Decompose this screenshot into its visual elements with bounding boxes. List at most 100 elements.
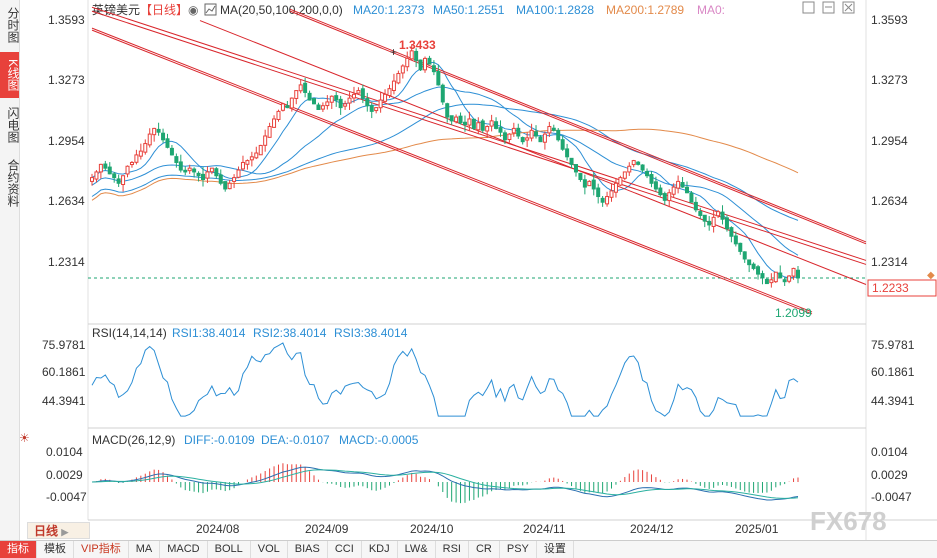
- candle-body: [787, 275, 792, 282]
- candle-body: [351, 93, 356, 99]
- candle-body: [671, 186, 676, 195]
- tab-vip-indicators[interactable]: VIP指标: [74, 541, 129, 558]
- macd-axis: 0.0104 0.0029 -0.0047 0.0104 0.0029 -0.0…: [46, 445, 912, 504]
- candle-body: [94, 171, 99, 180]
- close-icon[interactable]: [842, 1, 855, 14]
- indicator-kdj[interactable]: KDJ: [362, 541, 398, 558]
- candle-body: [254, 152, 259, 159]
- candle-body: [147, 133, 152, 146]
- candle-body: [578, 172, 583, 181]
- candle-body: [205, 171, 210, 179]
- tab-contract-info[interactable]: 合约资料: [6, 159, 20, 207]
- settings-button[interactable]: 设置: [537, 541, 574, 558]
- candle-body: [613, 182, 618, 193]
- channel-lower-line: [91, 27, 813, 313]
- candle-body: [516, 127, 521, 137]
- candle-body: [143, 143, 148, 153]
- time-label-5: 2025/01: [735, 522, 779, 536]
- indicator-vol[interactable]: VOL: [251, 541, 288, 558]
- macd-right-tick-2: -0.0047: [871, 490, 912, 504]
- indicator-macd[interactable]: MACD: [160, 541, 208, 558]
- candle-body: [174, 156, 179, 163]
- high-annotation: 1.3433: [399, 38, 436, 52]
- candle-body: [747, 259, 752, 266]
- candle-body: [454, 116, 459, 123]
- rsi-line: [91, 342, 799, 417]
- macd-left-tick-1: 0.0029: [46, 468, 83, 482]
- candle-body: [467, 118, 472, 126]
- eye-icon[interactable]: ◉: [188, 3, 198, 17]
- period-selector[interactable]: 日线 ▶: [27, 522, 90, 539]
- candle-body: [240, 161, 245, 170]
- candle-body: [156, 128, 161, 133]
- chart-canvas[interactable]: 英镑美元 【日线】 ◉ MA(20,50,100,200,0,0) MA20:1…: [0, 0, 937, 540]
- macd-right-tick-1: 0.0029: [871, 468, 908, 482]
- candle-body: [711, 216, 716, 227]
- candle-body: [676, 180, 681, 189]
- indicator-lw[interactable]: LW&: [398, 541, 436, 558]
- period-selector-label: 日线: [34, 524, 59, 538]
- candle-body: [391, 80, 396, 91]
- left-tick-3: 1.2634: [48, 194, 85, 208]
- current-price-value: 1.2233: [872, 281, 909, 295]
- tab-indicators[interactable]: 指标: [0, 541, 37, 558]
- right-tick-2: 1.2954: [871, 134, 908, 148]
- candle-body: [192, 168, 197, 173]
- indicator-boll[interactable]: BOLL: [208, 541, 251, 558]
- rsi-left-tick-1: 60.1861: [42, 365, 86, 379]
- candle-body: [285, 105, 290, 109]
- indicator-cr[interactable]: CR: [469, 541, 500, 558]
- candle-body: [374, 107, 379, 112]
- fullscreen-icon[interactable]: [802, 1, 815, 14]
- channel-upper-line: [91, 6, 867, 261]
- candle-body: [187, 167, 192, 172]
- dropdown-icon: ▶: [61, 527, 69, 537]
- candle-body: [312, 98, 317, 105]
- ma-label: MA(20,50,100,200,0,0): [220, 3, 343, 17]
- candle-body: [418, 59, 423, 71]
- indicator-rsi[interactable]: RSI: [436, 541, 469, 558]
- candle-body: [427, 57, 432, 65]
- indicator-bias[interactable]: BIAS: [288, 541, 328, 558]
- candle-body: [440, 84, 445, 103]
- channel-upper-line-2: [91, 10, 867, 265]
- candle-body: [280, 103, 285, 111]
- candle-body: [609, 190, 614, 198]
- candle-body: [107, 166, 112, 175]
- candle-body: [112, 173, 117, 179]
- candlesticks: [90, 44, 800, 288]
- tab-flash-chart[interactable]: 闪电图: [6, 107, 20, 143]
- rsi-right-tick-1: 60.1861: [871, 365, 915, 379]
- candle-body: [640, 164, 645, 171]
- candle-body: [658, 187, 663, 196]
- candle-body: [569, 157, 574, 165]
- candle-body: [383, 93, 388, 102]
- left-tick-1: 1.3273: [48, 73, 85, 87]
- candle-body: [560, 139, 565, 150]
- candle-body: [476, 122, 481, 131]
- current-price-tag: [867, 279, 937, 297]
- indicator-ma[interactable]: MA: [129, 541, 161, 558]
- tab-time-chart[interactable]: 分时图: [6, 7, 20, 43]
- candle-body: [103, 163, 108, 169]
- candle-body: [618, 177, 623, 186]
- tab-templates[interactable]: 模板: [37, 541, 74, 558]
- candle-body: [707, 220, 712, 226]
- candle-body: [573, 164, 578, 173]
- macd-settings-icon[interactable]: ☀: [19, 431, 30, 445]
- candle-body: [724, 217, 729, 230]
- restore-icon[interactable]: [822, 1, 835, 14]
- ma200-value: MA200:1.2789: [606, 3, 684, 17]
- candle-body: [152, 127, 157, 136]
- tab-kline-chart[interactable]: K线图: [0, 52, 20, 98]
- candle-body: [169, 147, 174, 156]
- candle-body: [125, 165, 130, 175]
- indicator-psy[interactable]: PSY: [500, 541, 537, 558]
- candle-body: [414, 50, 419, 61]
- candle-body: [485, 126, 490, 132]
- rsi-left-tick-0: 75.9781: [42, 338, 86, 352]
- macd-right-tick-0: 0.0104: [871, 445, 908, 459]
- chart-type-icon[interactable]: [204, 3, 217, 16]
- indicator-cci[interactable]: CCI: [328, 541, 362, 558]
- candle-body: [542, 133, 547, 143]
